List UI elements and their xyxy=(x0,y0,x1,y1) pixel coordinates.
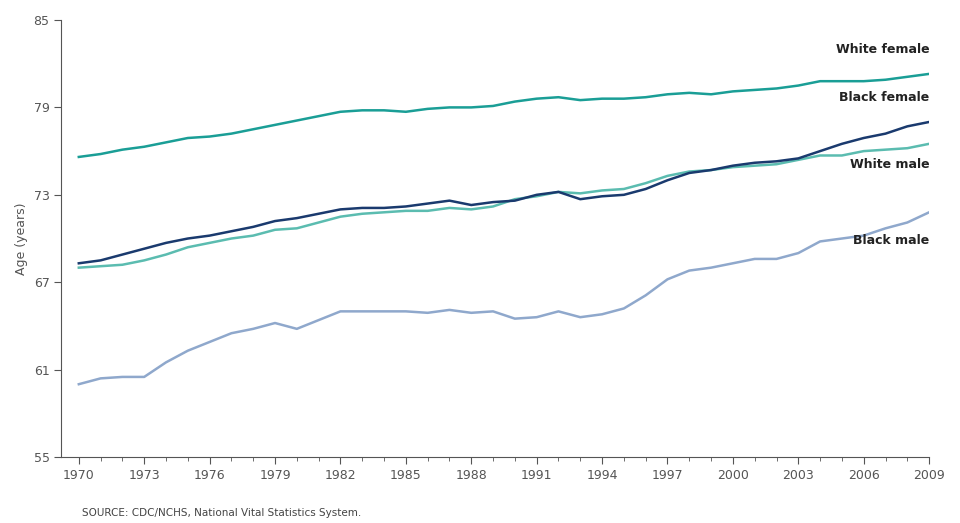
Y-axis label: Age (years): Age (years) xyxy=(15,202,28,275)
Text: SOURCE: CDC/NCHS, National Vital Statistics System.: SOURCE: CDC/NCHS, National Vital Statist… xyxy=(82,508,361,518)
Text: Black male: Black male xyxy=(852,234,929,247)
Text: Black female: Black female xyxy=(839,92,929,105)
Text: White female: White female xyxy=(835,43,929,56)
Text: White male: White male xyxy=(850,158,929,172)
